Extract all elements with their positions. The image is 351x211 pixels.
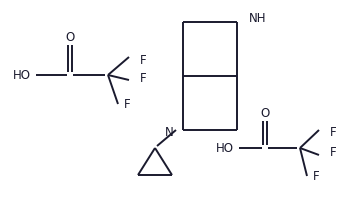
Text: HO: HO [216, 142, 234, 154]
Text: F: F [313, 169, 320, 183]
Text: O: O [65, 31, 75, 43]
Text: F: F [330, 146, 337, 160]
Text: NH: NH [249, 12, 266, 24]
Text: F: F [140, 54, 147, 66]
Text: F: F [140, 72, 147, 84]
Text: O: O [260, 107, 270, 119]
Text: N: N [165, 126, 173, 138]
Text: F: F [124, 97, 131, 111]
Text: F: F [330, 127, 337, 139]
Text: HO: HO [13, 69, 31, 81]
